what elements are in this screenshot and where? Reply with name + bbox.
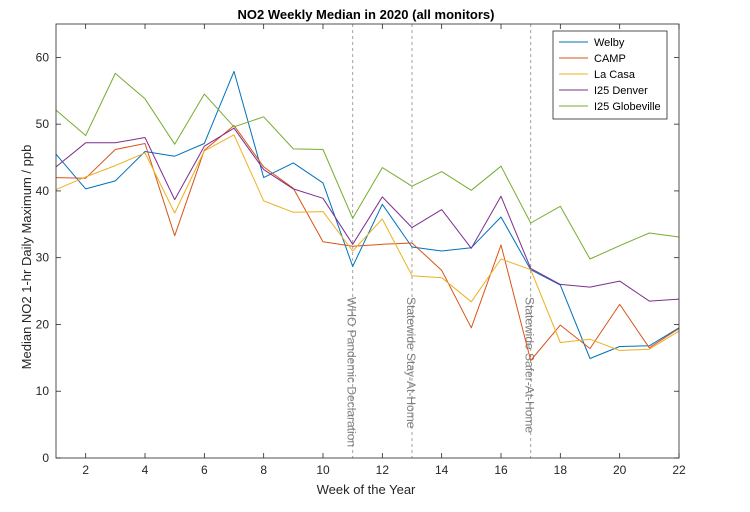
event-label: Statewide Safer-At-Home: [523, 297, 537, 433]
series-line-camp: [55, 125, 680, 361]
x-tick-label: 4: [142, 463, 149, 477]
series-line-la-casa: [55, 134, 680, 351]
y-tick-label: 20: [36, 317, 50, 331]
legend-label: I25 Denver: [594, 85, 648, 97]
x-tick-label: 16: [494, 463, 508, 477]
x-tick-label: 6: [201, 463, 208, 477]
y-tick-label: 10: [36, 384, 50, 398]
event-label: WHO Pandemic Declaration: [345, 297, 359, 447]
x-tick-label: 18: [554, 463, 568, 477]
legend: Welby CAMP La Casa I25 Denver I25 Globeville: [552, 30, 668, 120]
legend-box: [552, 30, 668, 120]
y-tick-label: 0: [42, 451, 49, 465]
series-line-i25-denver: [55, 127, 680, 302]
legend-label: CAMP: [594, 53, 626, 65]
x-tick-label: 12: [376, 463, 390, 477]
chart-title: NO2 Weekly Median in 2020 (all monitors): [238, 7, 495, 22]
y-axis-label: Median NO2 1-hr Daily Maximum / ppb: [19, 145, 34, 370]
x-tick-label: 10: [316, 463, 330, 477]
y-tick-label: 40: [36, 184, 50, 198]
series-layer: [55, 70, 680, 361]
axes-frame: [55, 23, 680, 459]
legend-label: Welby: [594, 37, 625, 49]
event-label: Statewide Stay-At-Home: [404, 297, 418, 429]
axis-ticks: 2 4 6 8 10 12 14 16 18 20 22 0 10 20 30 40 50 60: [36, 24, 686, 477]
y-tick-label: 60: [36, 50, 50, 64]
y-tick-label: 30: [36, 251, 50, 265]
legend-label: La Casa: [594, 69, 636, 81]
x-tick-label: 20: [613, 463, 627, 477]
x-tick-label: 8: [260, 463, 267, 477]
x-axis-label: Week of the Year: [317, 482, 416, 497]
x-tick-label: 2: [82, 463, 89, 477]
x-tick-label: 22: [672, 463, 686, 477]
y-tick-label: 50: [36, 117, 50, 131]
legend-label: I25 Globeville: [594, 101, 661, 113]
series-line-i25-globeville: [55, 72, 680, 260]
axes-box: [55, 23, 680, 459]
event-lines: WHO Pandemic Declaration Statewide Stay-A…: [345, 24, 537, 458]
x-tick-label: 14: [435, 463, 449, 477]
